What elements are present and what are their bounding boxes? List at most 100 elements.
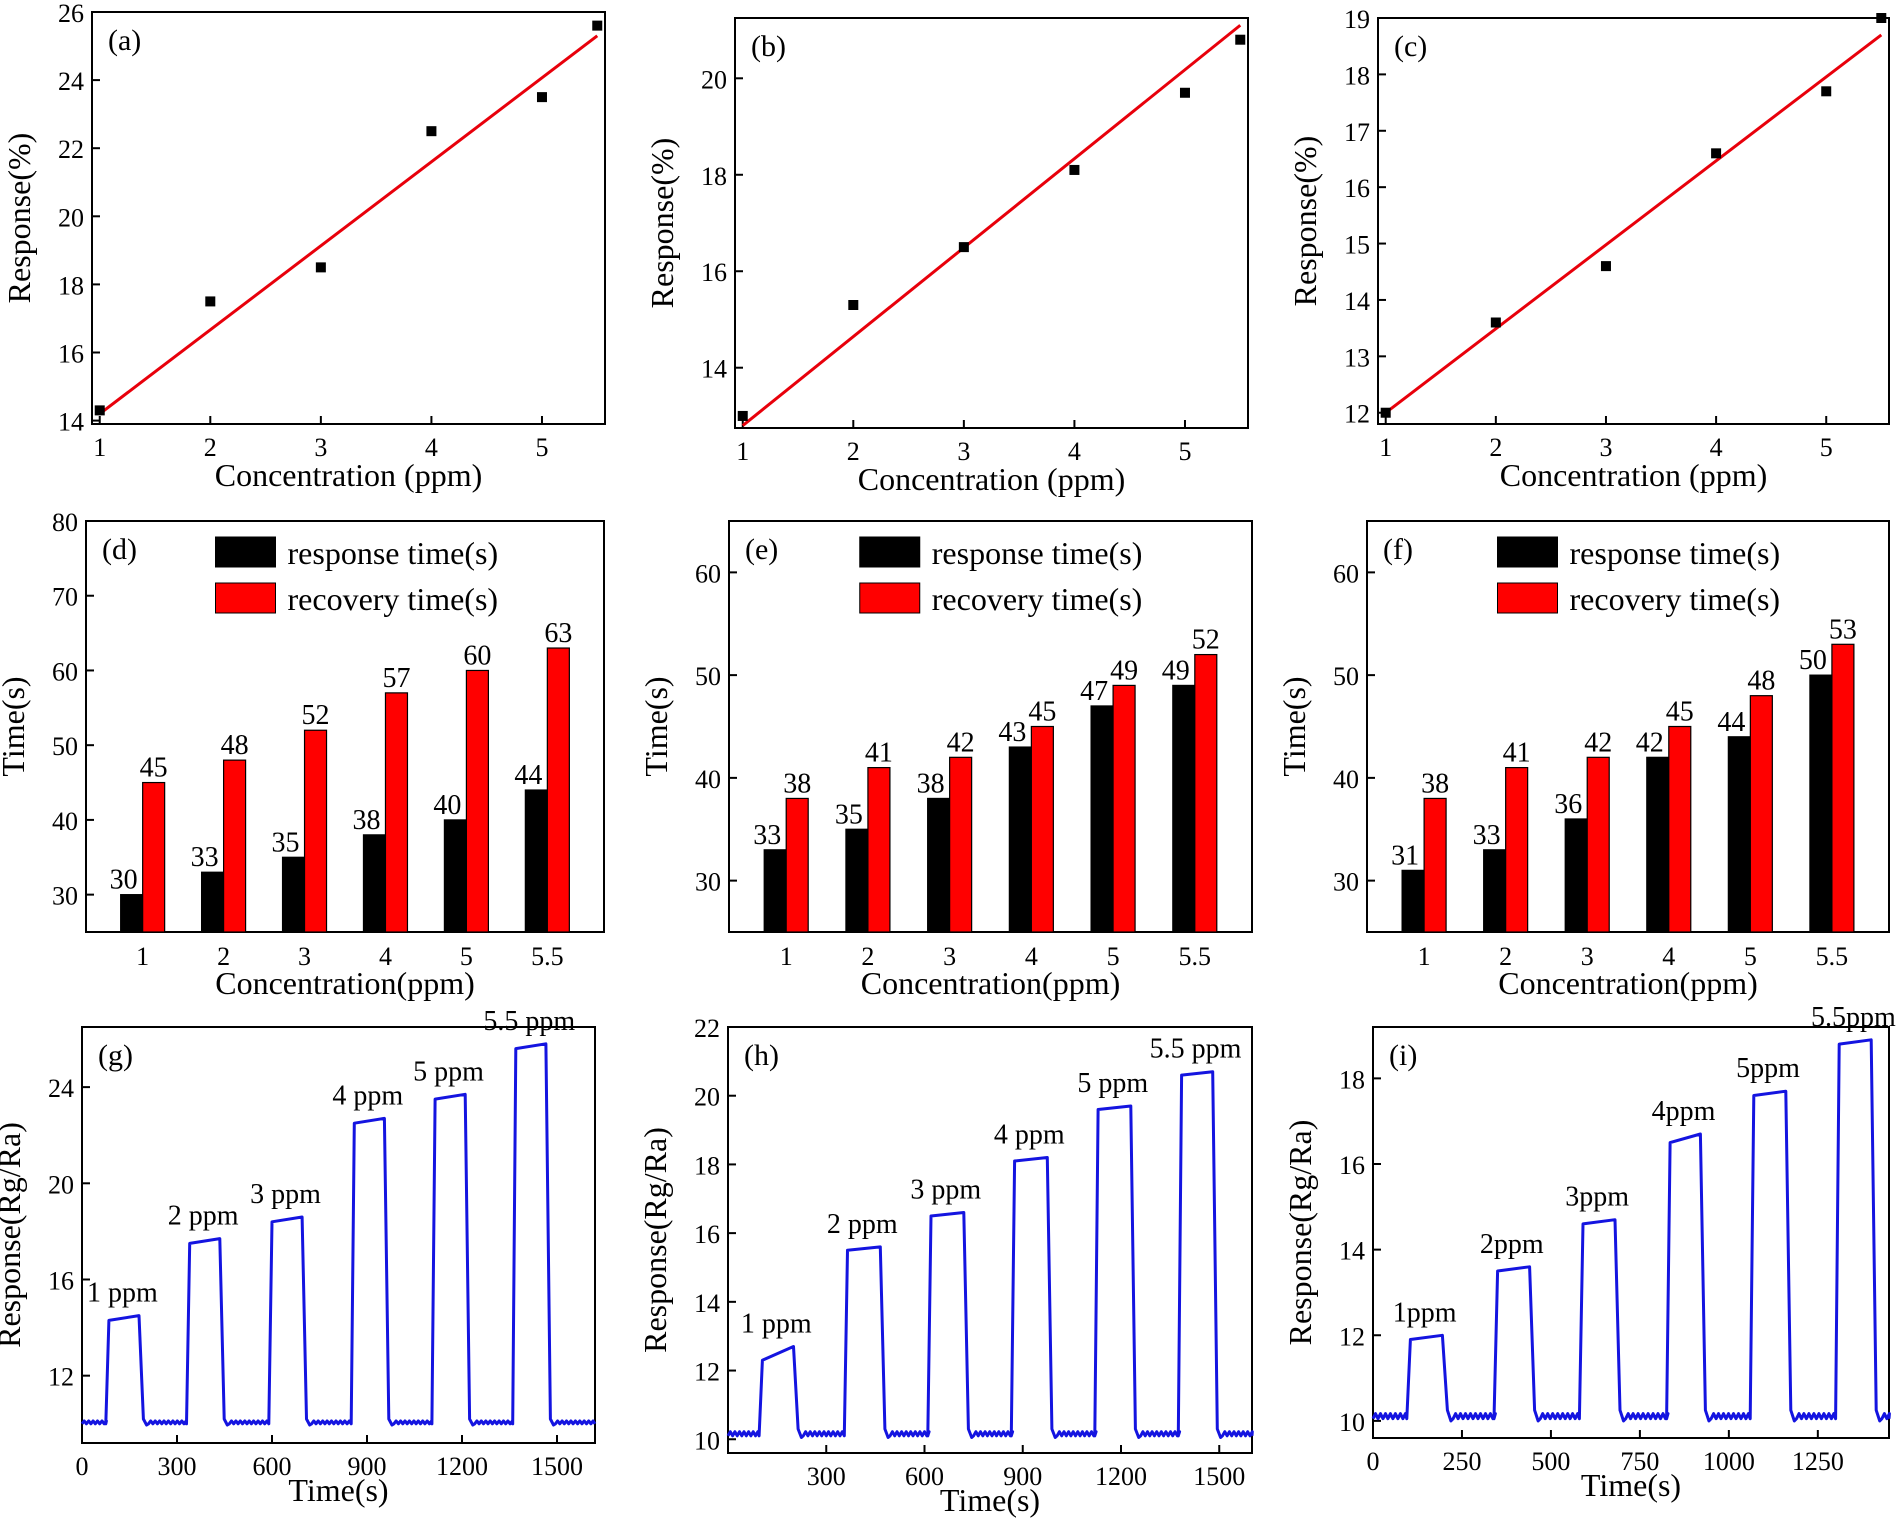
response-bar bbox=[845, 828, 869, 933]
response-bar bbox=[1008, 746, 1032, 933]
recovery-bar bbox=[1423, 797, 1447, 933]
response-bar bbox=[1401, 869, 1425, 933]
y-axis-title: Response(Rg/Ra) bbox=[0, 1122, 27, 1348]
x-tick-label: 5 bbox=[535, 433, 548, 462]
x-axis-title: Time(s) bbox=[288, 1472, 388, 1508]
recovery-bar bbox=[546, 647, 570, 933]
x-tick-label: 4 bbox=[1662, 942, 1675, 971]
x-axis-title: Concentration (ppm) bbox=[858, 461, 1125, 497]
y-tick-label: 12 bbox=[1344, 400, 1370, 429]
bar-value-label: 57 bbox=[382, 663, 410, 694]
bar-value-label: 30 bbox=[110, 865, 138, 896]
y-tick-label: 16 bbox=[1339, 1151, 1365, 1180]
pulse-label: 4 ppm bbox=[994, 1120, 1065, 1151]
x-tick-label: 2 bbox=[217, 942, 230, 971]
bar-value-label: 42 bbox=[1584, 727, 1612, 758]
x-tick-label: 2 bbox=[204, 433, 217, 462]
y-tick-label: 70 bbox=[52, 583, 78, 612]
y-axis-title: Time(s) bbox=[1276, 676, 1312, 776]
y-tick-label: 16 bbox=[58, 339, 84, 368]
response-curve bbox=[1371, 1038, 1891, 1423]
response-bar bbox=[1646, 756, 1670, 933]
bar-value-label: 60 bbox=[463, 640, 491, 671]
plot-frame bbox=[1372, 1026, 1890, 1439]
y-tick-label: 30 bbox=[52, 882, 78, 911]
bar-value-label: 43 bbox=[998, 717, 1026, 748]
legend-label: response time(s) bbox=[1570, 535, 1781, 571]
x-tick-label: 5 bbox=[460, 942, 473, 971]
recovery-bar bbox=[1030, 725, 1054, 933]
recovery-bar bbox=[1831, 643, 1855, 933]
x-tick-label: 300 bbox=[807, 1462, 846, 1491]
data-point bbox=[1821, 86, 1832, 97]
legend-swatch-response bbox=[1497, 536, 1558, 568]
y-tick-label: 12 bbox=[1339, 1322, 1365, 1351]
y-tick-label: 80 bbox=[52, 508, 78, 537]
bar-value-label: 49 bbox=[1162, 655, 1190, 686]
bar-value-label: 44 bbox=[514, 760, 542, 791]
recovery-bar bbox=[1749, 695, 1773, 933]
data-point bbox=[1876, 13, 1887, 23]
legend-label: recovery time(s) bbox=[932, 581, 1143, 617]
y-tick-label: 16 bbox=[1344, 174, 1370, 203]
bar-value-label: 41 bbox=[865, 738, 893, 769]
fit-line bbox=[741, 24, 1242, 427]
panel-label: (b) bbox=[751, 30, 786, 63]
legend-label: recovery time(s) bbox=[1570, 581, 1781, 617]
panel-label: (a) bbox=[108, 24, 141, 57]
recovery-bar bbox=[222, 759, 247, 933]
x-axis-title: Concentration(ppm) bbox=[215, 965, 474, 1001]
x-tick-label: 0 bbox=[1367, 1447, 1380, 1476]
bar-value-label: 63 bbox=[544, 618, 572, 649]
data-point bbox=[1711, 148, 1722, 159]
response-bar bbox=[1172, 684, 1196, 933]
x-tick-label: 300 bbox=[158, 1452, 197, 1481]
plot-frame bbox=[81, 1026, 596, 1444]
bar-value-label: 48 bbox=[1747, 666, 1775, 697]
recovery-bar bbox=[465, 669, 490, 933]
bar-value-label: 47 bbox=[1080, 676, 1108, 707]
x-tick-label: 1 bbox=[1379, 433, 1392, 462]
pulse-label: 2 ppm bbox=[168, 1201, 239, 1232]
x-tick-label: 4 bbox=[1068, 437, 1081, 466]
y-tick-label: 15 bbox=[1344, 231, 1370, 260]
plot-frame bbox=[728, 520, 1253, 933]
y-tick-label: 26 bbox=[58, 0, 84, 28]
bar-value-label: 40 bbox=[433, 790, 461, 821]
recovery-bar bbox=[303, 729, 328, 933]
y-tick-label: 18 bbox=[1344, 61, 1370, 90]
data-point bbox=[592, 20, 603, 31]
plot-frame bbox=[727, 1026, 1253, 1454]
pulse-label: 3 ppm bbox=[250, 1179, 321, 1210]
y-axis-title: Time(s) bbox=[638, 676, 674, 776]
x-tick-label: 4 bbox=[1025, 942, 1038, 971]
bar-value-label: 45 bbox=[1028, 697, 1056, 728]
response-bar bbox=[1727, 736, 1751, 933]
pulse-label: 1 ppm bbox=[87, 1278, 158, 1309]
bar-value-label: 49 bbox=[1110, 655, 1138, 686]
y-tick-label: 14 bbox=[694, 1289, 720, 1318]
y-tick-label: 60 bbox=[52, 657, 78, 686]
x-tick-label: 5 bbox=[1820, 433, 1833, 462]
bar-value-label: 44 bbox=[1717, 707, 1745, 738]
x-axis-title: Concentration (ppm) bbox=[1500, 457, 1767, 493]
legend-label: recovery time(s) bbox=[288, 581, 499, 617]
x-axis-title: Time(s) bbox=[940, 1482, 1040, 1518]
x-axis-title: Time(s) bbox=[1581, 1467, 1681, 1503]
response-bar bbox=[200, 871, 225, 933]
pulse-label: 4ppm bbox=[1652, 1096, 1716, 1127]
x-tick-label: 3 bbox=[314, 433, 327, 462]
y-tick-label: 24 bbox=[48, 1074, 74, 1103]
x-tick-label: 900 bbox=[1003, 1462, 1042, 1491]
recovery-bar bbox=[1668, 725, 1692, 933]
x-axis-title: Concentration(ppm) bbox=[861, 965, 1120, 1001]
plot-frame bbox=[85, 520, 605, 933]
x-tick-label: 1200 bbox=[1095, 1462, 1147, 1491]
bar-value-label: 31 bbox=[1391, 840, 1419, 871]
response-bar bbox=[443, 819, 468, 933]
y-tick-label: 60 bbox=[695, 559, 721, 588]
pulse-label: 5 ppm bbox=[413, 1056, 484, 1087]
recovery-bar bbox=[1505, 766, 1529, 933]
x-tick-label: 1000 bbox=[1703, 1447, 1755, 1476]
